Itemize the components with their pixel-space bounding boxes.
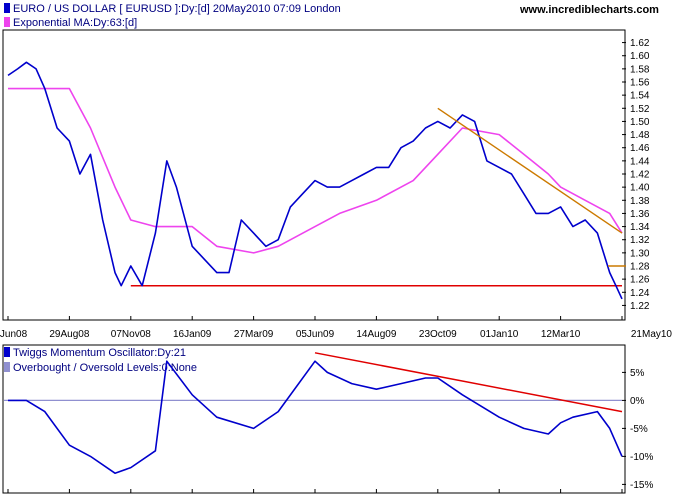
oscillator-panel-frame <box>2 344 626 494</box>
x-tick-label: 12Mar10 <box>541 329 581 340</box>
price-y-axis: 1.22 1.24 1.26 1.28 1.30 1.32 1.34 1.36 1.38 1.40… <box>622 38 650 312</box>
x-axis: 20Jun08 29Aug08 07Nov08 16Jan09 27Mar09 05Jun… <box>0 316 672 493</box>
oscillator-y-axis: 5% 0% -5% -10% -15% <box>622 368 653 491</box>
legend-swatch-levels <box>4 362 10 372</box>
oscillator-plot-area <box>4 352 623 475</box>
x-tick-label: 01Jan10 <box>480 329 519 340</box>
series-twiggs-momentum <box>8 360 623 475</box>
legend-levels-label: Overbought / Oversold Levels:0:None <box>13 362 197 374</box>
y-tick-label: 1.48 <box>630 130 650 141</box>
y-tick-label: 1.50 <box>630 117 650 128</box>
y-tick-label: 1.40 <box>630 183 650 194</box>
legend-ema-label: Exponential MA:Dy:63:[d] <box>13 17 137 29</box>
x-tick-label: 07Nov08 <box>111 329 151 340</box>
y-tick-label: 1.60 <box>630 51 650 62</box>
price-plot-area <box>7 61 626 300</box>
y-tick-label: 1.26 <box>630 275 650 286</box>
x-tick-label: 16Jan09 <box>173 329 212 340</box>
x-tick-label: 29Aug08 <box>49 329 89 340</box>
y-tick-label: 0% <box>630 396 645 407</box>
y-tick-label: 1.44 <box>630 156 650 167</box>
y-tick-label: 1.28 <box>630 262 650 273</box>
y-tick-label: 1.62 <box>630 38 650 49</box>
series-exponential-ma <box>8 87 623 254</box>
legend-swatch-ema <box>4 17 10 27</box>
y-tick-label: 1.52 <box>630 104 650 115</box>
series-trendline <box>437 107 623 234</box>
y-tick-label: 1.22 <box>630 301 650 312</box>
x-tick-label: 27Mar09 <box>234 329 274 340</box>
legend-swatch-price <box>4 3 10 13</box>
y-tick-label: -5% <box>630 424 648 435</box>
y-tick-label: 1.46 <box>630 143 650 154</box>
y-tick-label: 1.58 <box>630 64 650 75</box>
x-tick-label: 20Jun08 <box>0 329 28 340</box>
price-panel-frame <box>2 29 626 321</box>
x-tick-label: 14Aug09 <box>356 329 396 340</box>
y-tick-label: 1.32 <box>630 235 650 246</box>
y-tick-label: 1.56 <box>630 78 650 89</box>
legend-price-label: EURO / US DOLLAR [ EURUSD ]:Dy:[d] 20May… <box>13 3 341 15</box>
y-tick-label: 1.38 <box>630 196 650 207</box>
y-tick-label: -15% <box>630 480 653 491</box>
y-tick-label: 1.54 <box>630 91 650 102</box>
legend-oscillator-label: Twiggs Momentum Oscillator:Dy:21 <box>13 347 186 359</box>
x-tick-label: 05Jun09 <box>296 329 335 340</box>
legend-swatch-oscillator <box>4 347 10 357</box>
y-tick-label: 5% <box>630 368 645 379</box>
y-tick-label: 1.30 <box>630 248 650 259</box>
series-euro-us-dollar <box>7 61 623 300</box>
series-resistance <box>314 352 623 413</box>
x-tick-label: 23Oct09 <box>419 329 457 340</box>
y-tick-label: 1.36 <box>630 209 650 220</box>
y-tick-label: 1.42 <box>630 170 650 181</box>
site-label[interactable]: www.incrediblecharts.com <box>519 4 659 16</box>
y-tick-label: 1.34 <box>630 222 650 233</box>
x-tick-label: 21May10 <box>631 329 673 340</box>
y-tick-label: 1.24 <box>630 288 650 299</box>
y-tick-label: -10% <box>630 452 653 463</box>
